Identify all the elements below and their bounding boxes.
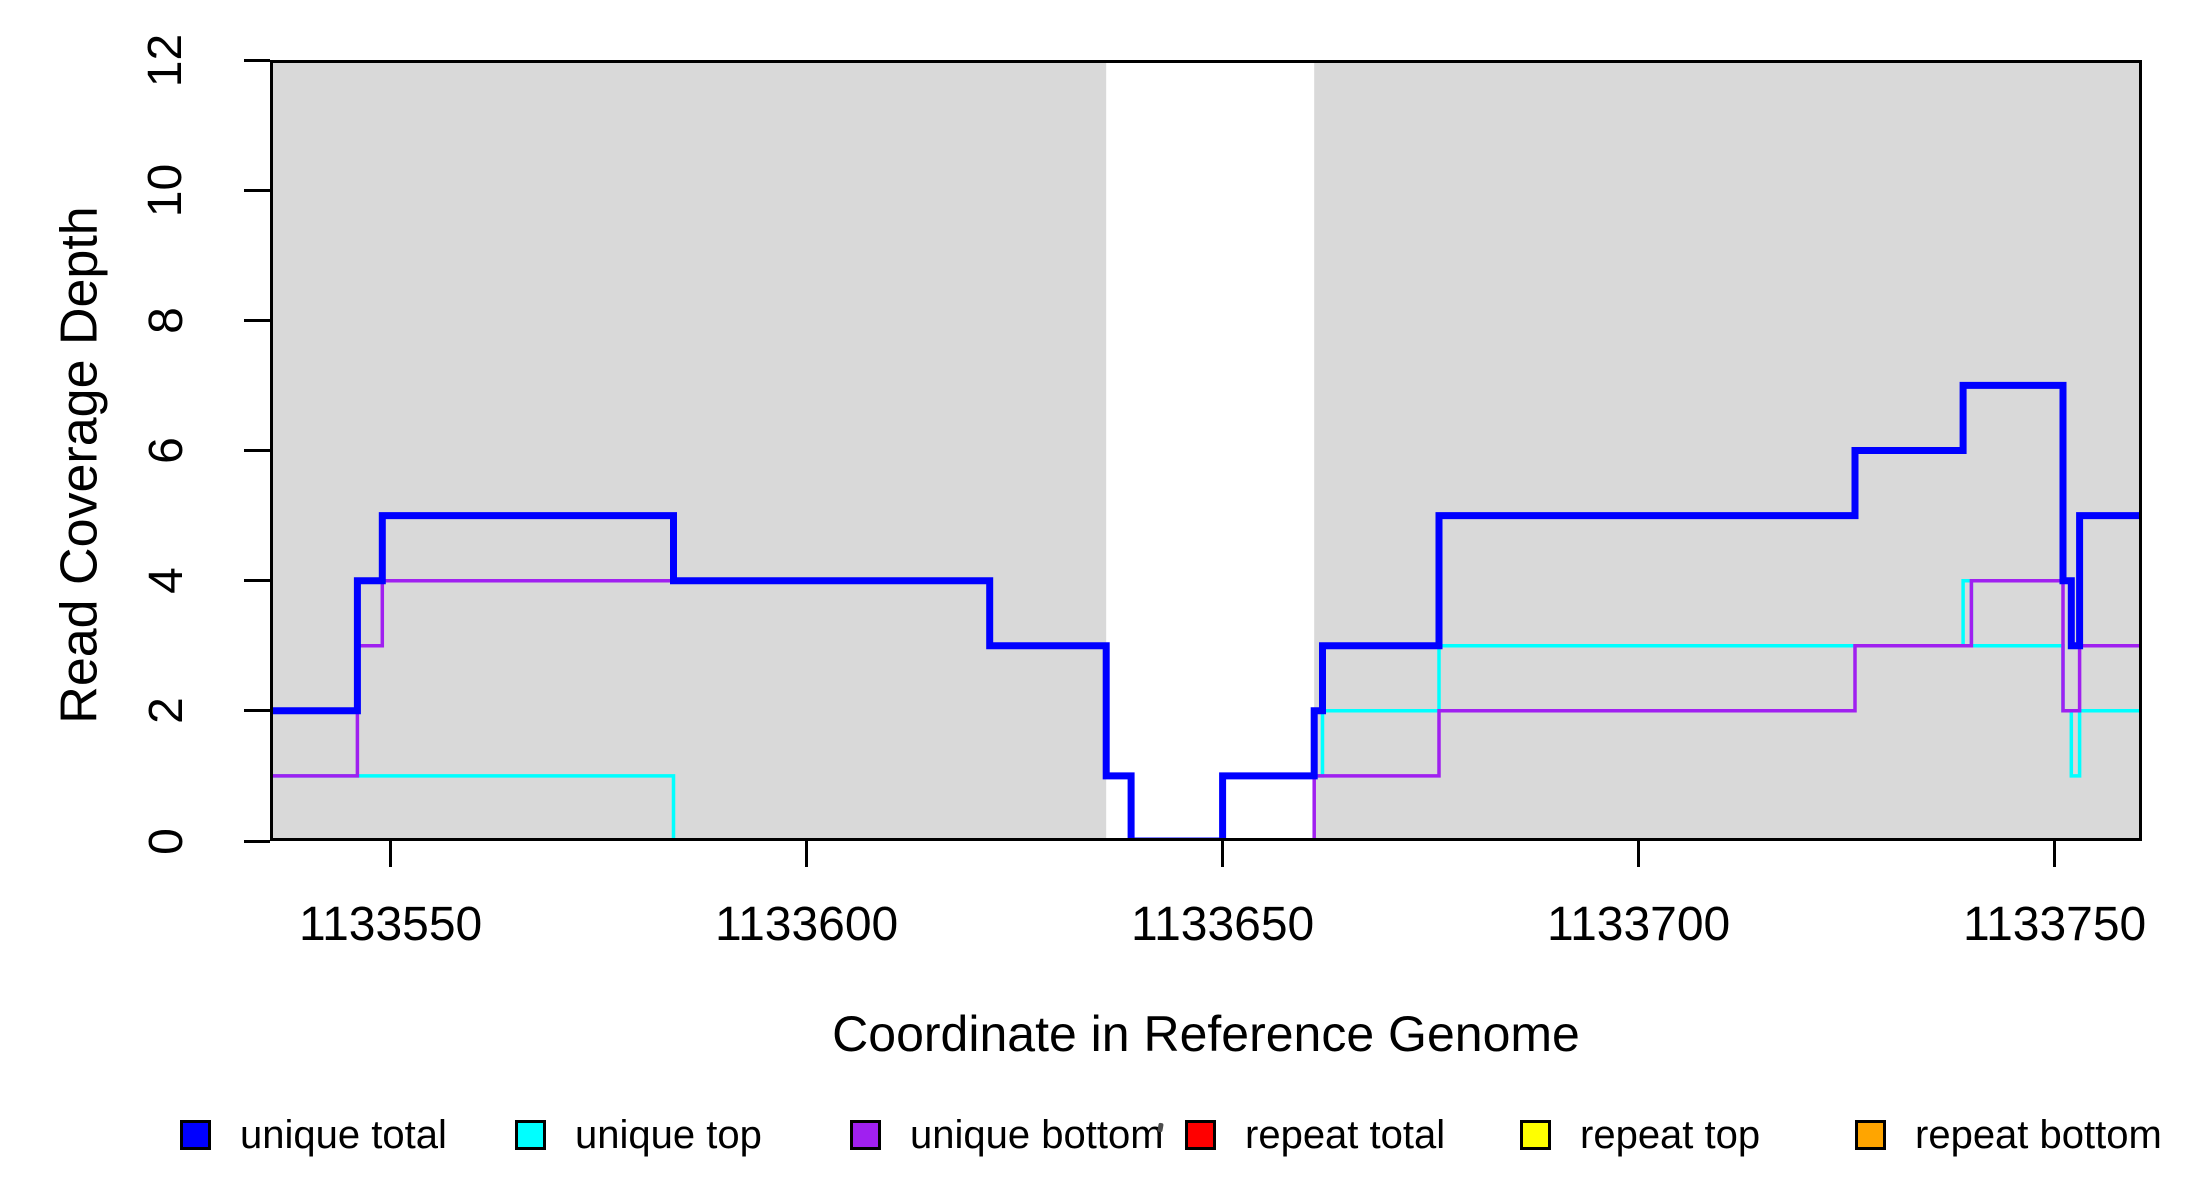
y-tick-label: 8 <box>139 306 193 334</box>
x-tick-label: 1133700 <box>1546 898 1731 951</box>
x-tick <box>389 841 393 867</box>
y-tick-label: 10 <box>139 163 193 217</box>
legend-item-repeat-total: repeat total <box>1185 1113 1445 1157</box>
series-unique-bottom <box>270 578 2142 841</box>
y-tick <box>244 839 270 843</box>
legend-label: unique top <box>575 1112 762 1157</box>
x-tick-label: 1133550 <box>298 898 483 951</box>
y-tick-label-box: 0 <box>136 766 196 916</box>
x-tick <box>805 841 809 867</box>
legend-swatch-repeat-top <box>1520 1120 1551 1150</box>
legend-item-unique-bottom: unique bottom <box>850 1113 1164 1157</box>
coverage-plot-canvas <box>270 60 2142 841</box>
x-tick-label: 1133600 <box>714 898 899 951</box>
legend-label: repeat top <box>1580 1112 1761 1157</box>
y-axis-title: Read Coverage Depth <box>51 206 109 724</box>
x-tick-label: 1133650 <box>1130 898 1315 951</box>
x-tick <box>1637 841 1641 867</box>
legend-label: unique total <box>240 1112 447 1157</box>
legend-swatch-unique-total <box>180 1120 211 1150</box>
y-tick-label-box: 4 <box>136 506 196 656</box>
y-tick-label: 12 <box>139 33 193 87</box>
y-tick <box>244 709 270 713</box>
legend-label: unique bottom <box>910 1112 1164 1157</box>
legend-label: repeat total <box>1245 1112 1446 1157</box>
y-tick-label: 4 <box>139 567 193 595</box>
legend-label: repeat bottom <box>1915 1112 2162 1157</box>
x-tick <box>1221 841 1225 867</box>
y-tick <box>244 188 270 192</box>
x-tick-label: 1133750 <box>1962 898 2147 951</box>
y-tick-label-box: 10 <box>136 115 196 265</box>
legend-item-unique-top: unique top <box>515 1113 762 1157</box>
legend-item-unique-total: unique total <box>180 1113 447 1157</box>
legend-item-repeat-top: repeat top <box>1520 1113 1760 1157</box>
shaded-region <box>270 60 1107 841</box>
x-tick <box>2053 841 2057 867</box>
y-tick-label: 2 <box>139 697 193 725</box>
y-tick <box>244 579 270 583</box>
y-axis-title-box: Read Coverage Depth <box>0 206 380 723</box>
legend-swatch-unique-top <box>515 1120 546 1150</box>
legend-swatch-repeat-total <box>1185 1120 1216 1150</box>
series-unique-total <box>270 381 2142 841</box>
plot-area <box>270 60 2142 841</box>
legend-swatch-repeat-bottom <box>1855 1120 1886 1150</box>
y-tick <box>244 58 270 62</box>
y-tick <box>244 449 270 452</box>
y-tick-label-box: 8 <box>136 245 196 395</box>
legend-item-repeat-bottom: repeat bottom <box>1855 1113 2162 1157</box>
x-axis-title: Coordinate in Reference Genome <box>832 1006 1580 1062</box>
y-tick-label-box: 2 <box>136 636 196 786</box>
legend-swatch-unique-bottom <box>850 1120 881 1150</box>
y-tick-label: 0 <box>139 827 193 855</box>
y-tick-label-box: 12 <box>136 0 196 135</box>
y-tick <box>244 318 270 322</box>
